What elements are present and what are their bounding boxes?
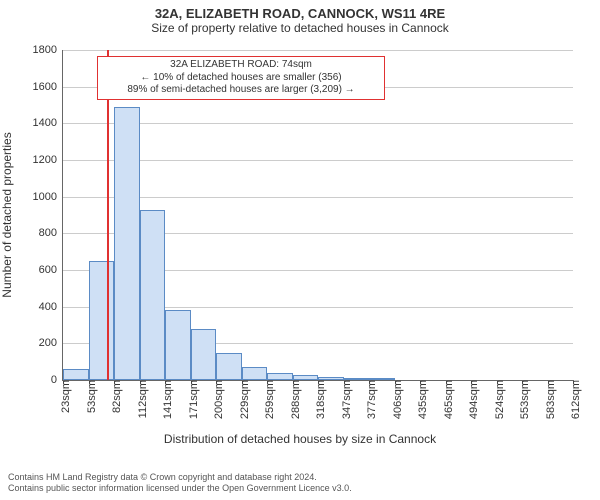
y-tick-label: 1400 bbox=[33, 117, 63, 129]
annotation-line: 32A ELIZABETH ROAD: 74sqm bbox=[104, 59, 378, 72]
histogram-bar bbox=[63, 369, 89, 380]
x-tick-label: 406sqm bbox=[386, 380, 404, 419]
footer-attribution: Contains HM Land Registry data © Crown c… bbox=[8, 472, 352, 494]
chart-subtitle: Size of property relative to detached ho… bbox=[0, 21, 600, 35]
x-tick-label: 318sqm bbox=[309, 380, 327, 419]
gridline bbox=[63, 50, 573, 51]
x-tick-label: 347sqm bbox=[335, 380, 353, 419]
y-axis-label: Number of detached properties bbox=[0, 132, 14, 297]
histogram-bar bbox=[89, 261, 115, 380]
x-tick-label: 465sqm bbox=[437, 380, 455, 419]
footer-line: Contains public sector information licen… bbox=[8, 483, 352, 494]
y-tick-label: 200 bbox=[39, 337, 63, 349]
gridline bbox=[63, 123, 573, 124]
x-tick-label: 171sqm bbox=[182, 380, 200, 419]
y-tick-label: 400 bbox=[39, 301, 63, 313]
chart-container: { "chart": { "type": "histogram", "title… bbox=[0, 0, 600, 500]
x-tick-label: 612sqm bbox=[564, 380, 582, 419]
y-tick-label: 1000 bbox=[33, 191, 63, 203]
x-tick-label: 494sqm bbox=[462, 380, 480, 419]
histogram-bar bbox=[165, 310, 191, 380]
gridline bbox=[63, 160, 573, 161]
x-tick-label: 524sqm bbox=[488, 380, 506, 419]
y-tick-label: 1800 bbox=[33, 44, 63, 56]
x-tick-label: 259sqm bbox=[258, 380, 276, 419]
x-tick-label: 435sqm bbox=[411, 380, 429, 419]
x-tick-label: 23sqm bbox=[54, 380, 72, 413]
x-tick-label: 229sqm bbox=[233, 380, 251, 419]
x-tick-label: 583sqm bbox=[539, 380, 557, 419]
footer-line: Contains HM Land Registry data © Crown c… bbox=[8, 472, 352, 483]
histogram-bar bbox=[267, 373, 293, 380]
annotation-box: 32A ELIZABETH ROAD: 74sqm ← 10% of detac… bbox=[97, 56, 385, 100]
histogram-bar bbox=[216, 353, 242, 381]
histogram-bar bbox=[114, 107, 140, 380]
y-tick-label: 1600 bbox=[33, 81, 63, 93]
chart-title: 32A, ELIZABETH ROAD, CANNOCK, WS11 4RE bbox=[0, 0, 600, 21]
y-tick-label: 800 bbox=[39, 227, 63, 239]
x-tick-label: 82sqm bbox=[105, 380, 123, 413]
y-tick-label: 600 bbox=[39, 264, 63, 276]
plot-area: 02004006008001000120014001600180023sqm53… bbox=[62, 50, 573, 381]
property-marker-line bbox=[107, 50, 109, 380]
x-tick-label: 377sqm bbox=[360, 380, 378, 419]
x-tick-label: 141sqm bbox=[156, 380, 174, 419]
annotation-line: 89% of semi-detached houses are larger (… bbox=[104, 84, 378, 97]
y-tick-label: 1200 bbox=[33, 154, 63, 166]
histogram-bar bbox=[242, 367, 268, 380]
x-tick-label: 553sqm bbox=[513, 380, 531, 419]
x-tick-label: 112sqm bbox=[131, 380, 149, 418]
x-tick-label: 53sqm bbox=[80, 380, 98, 413]
annotation-line: ← 10% of detached houses are smaller (35… bbox=[104, 72, 378, 85]
gridline bbox=[63, 197, 573, 198]
x-axis-label: Distribution of detached houses by size … bbox=[0, 432, 600, 446]
histogram-bar bbox=[140, 210, 166, 381]
x-tick-label: 288sqm bbox=[284, 380, 302, 419]
histogram-bar bbox=[191, 329, 217, 380]
x-tick-label: 200sqm bbox=[207, 380, 225, 419]
